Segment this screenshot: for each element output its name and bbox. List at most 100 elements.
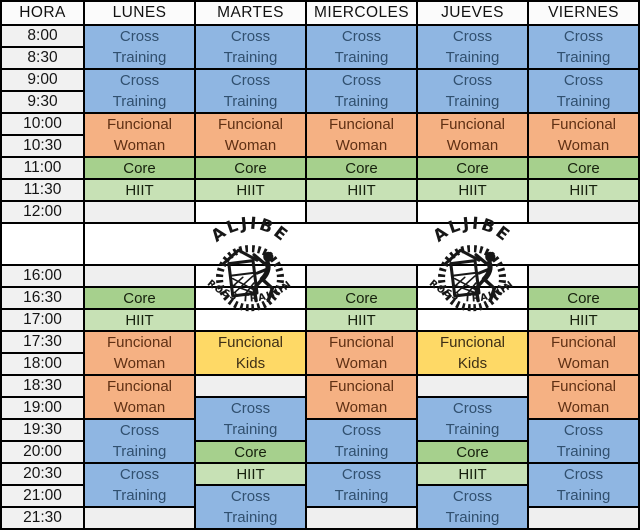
viernes-cross-cell: Cross Training (529, 26, 638, 68)
miercoles-cross-cell: Cross Training (307, 420, 416, 462)
activity-label: Cross (563, 28, 604, 45)
activity-label: Core (123, 159, 156, 177)
activity-label: HIIT (236, 181, 265, 199)
activity-label: Training (112, 49, 167, 66)
miercoles-woman-cell: Funcional Woman (307, 114, 416, 156)
martes-cross-cell: Cross Training (196, 26, 305, 68)
activity-label: Funcional (550, 378, 617, 395)
miercoles-empty-cell (307, 202, 416, 222)
lunes-core-cell: Core (85, 158, 194, 178)
activity-label: Core (345, 289, 378, 307)
activity-label: HIIT (569, 311, 598, 329)
time-cell-10-00: 10:00 (2, 114, 83, 134)
activity-label: Core (234, 443, 267, 461)
activity-label: Funcional (106, 334, 173, 351)
activity-label: Woman (224, 137, 277, 154)
activity-label: Cross (119, 72, 160, 89)
viernes-hiit-cell: HIIT (529, 180, 638, 200)
activity-label: Funcional (550, 116, 617, 133)
lunes-hiit-cell: HIIT (85, 310, 194, 330)
viernes-woman-cell: Funcional Woman (529, 114, 638, 156)
activity-label: Core (567, 289, 600, 307)
activity-label: Woman (113, 137, 166, 154)
activity-label: Woman (335, 137, 388, 154)
martes-cross-cell: Cross Training (196, 70, 305, 112)
activity-label: Core (234, 159, 267, 177)
viernes-woman-cell: Funcional Woman (529, 332, 638, 374)
time-cell-18-30: 18:30 (2, 376, 83, 396)
activity-label: Training (223, 49, 278, 66)
activity-label: Woman (557, 137, 610, 154)
jueves-cross-cell: Cross Training (418, 70, 527, 112)
lunes-hiit-cell: HIIT (85, 180, 194, 200)
activity-label: Training (445, 509, 500, 526)
activity-label: HIIT (125, 311, 154, 329)
miercoles-cross-cell: Cross Training (307, 464, 416, 506)
activity-label: Cross (563, 72, 604, 89)
activity-label: HIIT (458, 465, 487, 483)
activity-label: Training (334, 49, 389, 66)
time-cell-19-30: 19:30 (2, 420, 83, 440)
viernes-core-cell: Core (529, 288, 638, 308)
activity-label: Funcional (217, 334, 284, 351)
activity-label: Cross (341, 422, 382, 439)
lunes-cross-cell: Cross Training (85, 26, 194, 68)
activity-label: Cross (452, 488, 493, 505)
activity-label: Training (445, 93, 500, 110)
activity-label: Cross (119, 422, 160, 439)
activity-label: Training (334, 443, 389, 460)
activity-label: Woman (557, 399, 610, 416)
martes-core-cell: Core (196, 158, 305, 178)
activity-label: Kids (457, 355, 488, 372)
jueves-hiit-cell: HIIT (418, 464, 527, 484)
activity-label: Funcional (328, 378, 395, 395)
time-cell-10-30: 10:30 (2, 136, 83, 156)
activity-label: Cross (563, 466, 604, 483)
jueves-core-cell: Core (418, 158, 527, 178)
lunes-woman-cell: Funcional Woman (85, 114, 194, 156)
activity-label: Woman (335, 399, 388, 416)
activity-label: Cross (119, 466, 160, 483)
activity-label: Funcional (328, 334, 395, 351)
activity-label: Cross (452, 28, 493, 45)
viernes-empty-cell (529, 508, 638, 528)
viernes-cross-cell: Cross Training (529, 464, 638, 506)
time-cell-8-00: 8:00 (2, 26, 83, 46)
activity-label: Woman (335, 355, 388, 372)
activity-label: Kids (235, 355, 266, 372)
activity-label: Funcional (106, 378, 173, 395)
jueves-hiit-cell: HIIT (418, 180, 527, 200)
jueves-empty-cell (418, 376, 527, 396)
miercoles-empty-cell (307, 266, 416, 286)
header-hora: HORA (2, 2, 83, 24)
martes-white-cell (196, 288, 305, 308)
activity-label: Funcional (439, 116, 506, 133)
time-cell-21-00: 21:00 (2, 486, 83, 506)
activity-label: Core (456, 443, 489, 461)
header-miercoles: MIERCOLES (307, 2, 416, 24)
lunes-core-cell: Core (85, 288, 194, 308)
lunes-woman-cell: Funcional Woman (85, 332, 194, 374)
jueves-woman-cell: Funcional Woman (418, 114, 527, 156)
lunes-cross-cell: Cross Training (85, 464, 194, 506)
miercoles-woman-cell: Funcional Woman (307, 376, 416, 418)
time-cell-11-00: 11:00 (2, 158, 83, 178)
time-cell-20-00: 20:00 (2, 442, 83, 462)
activity-label: Training (556, 443, 611, 460)
activity-label: Training (556, 93, 611, 110)
header-viernes: VIERNES (529, 2, 638, 24)
activity-label: Cross (452, 72, 493, 89)
activity-label: Woman (113, 355, 166, 372)
activity-label: HIIT (347, 181, 376, 199)
lunes-empty-cell (85, 202, 194, 222)
activity-label: Training (445, 49, 500, 66)
activity-label: Training (334, 93, 389, 110)
time-cell-8-30: 8:30 (2, 48, 83, 68)
viernes-hiit-cell: HIIT (529, 310, 638, 330)
viernes-core-cell: Core (529, 158, 638, 178)
activity-label: HIIT (458, 181, 487, 199)
miercoles-core-cell: Core (307, 158, 416, 178)
activity-label: Funcional (439, 334, 506, 351)
